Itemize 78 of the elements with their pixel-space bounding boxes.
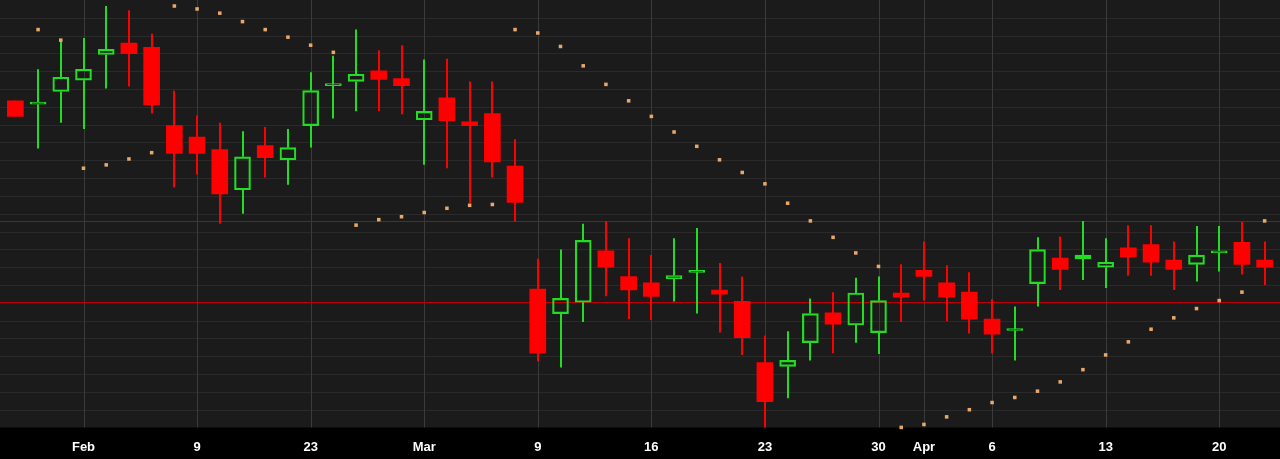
candlestick	[461, 80, 478, 205]
point	[308, 43, 313, 47]
candlestick	[711, 262, 728, 334]
point	[1035, 389, 1040, 393]
candlestick	[1120, 224, 1137, 277]
candlestick	[1051, 235, 1069, 292]
point	[763, 182, 767, 186]
point	[854, 251, 858, 255]
point	[990, 400, 994, 405]
point	[808, 219, 813, 223]
point	[1172, 316, 1176, 320]
point	[695, 144, 699, 149]
candlestick	[620, 237, 637, 321]
point	[218, 11, 222, 15]
point	[672, 130, 676, 134]
point	[172, 4, 177, 8]
candlestick	[938, 264, 955, 323]
candlestick	[1256, 240, 1273, 286]
x-tick-label: 9	[193, 438, 201, 454]
candlestick	[1142, 224, 1160, 277]
candlestick	[393, 44, 410, 116]
point	[263, 27, 267, 32]
point	[1103, 353, 1108, 357]
point	[1217, 298, 1221, 303]
x-tick-label: Feb	[71, 438, 96, 454]
x-tick-label: 23	[303, 438, 318, 454]
candlestick	[597, 219, 615, 298]
x-tick-label: Mar	[412, 438, 436, 454]
point	[354, 223, 358, 227]
point	[785, 201, 790, 205]
x-tick-label: 13	[1098, 438, 1113, 454]
point	[513, 27, 517, 32]
point	[286, 35, 290, 39]
candlestick	[983, 298, 1001, 355]
candlestick	[188, 114, 206, 176]
point	[944, 415, 949, 419]
point	[195, 7, 199, 11]
candlestick	[915, 240, 933, 302]
point	[1013, 395, 1017, 400]
candlestick	[643, 254, 660, 321]
x-tick-label: 30	[871, 438, 886, 454]
point	[36, 27, 40, 32]
candlestick	[370, 49, 388, 113]
x-tick-label: Apr	[912, 438, 936, 454]
point	[740, 170, 744, 175]
x-tick-label: 23	[757, 438, 773, 454]
x-tick-label: 9	[534, 438, 542, 454]
point	[104, 163, 108, 167]
point	[377, 217, 381, 222]
point	[127, 157, 131, 161]
point	[899, 425, 903, 430]
point	[1058, 380, 1062, 384]
point	[445, 206, 449, 211]
point	[1149, 327, 1153, 331]
candlestick	[824, 291, 842, 355]
candlestick	[438, 57, 456, 170]
point	[59, 38, 63, 42]
candlestick	[120, 9, 138, 88]
point	[1126, 340, 1131, 344]
point	[922, 422, 926, 427]
x-tick-label: 16	[644, 438, 659, 454]
candlestick	[892, 263, 910, 324]
point	[1262, 219, 1267, 223]
candlestick	[1165, 240, 1183, 292]
point	[581, 64, 585, 68]
x-tick-label: 6	[988, 438, 996, 454]
point	[536, 31, 540, 35]
point	[717, 158, 722, 162]
candlestick	[1233, 220, 1251, 276]
point	[604, 82, 608, 87]
point	[1081, 367, 1085, 372]
point	[626, 99, 631, 103]
point	[831, 235, 835, 240]
x-tick-label: 20	[1211, 438, 1227, 454]
point	[81, 166, 86, 171]
candlestick	[256, 125, 274, 179]
point	[1240, 290, 1244, 294]
point	[422, 210, 426, 215]
